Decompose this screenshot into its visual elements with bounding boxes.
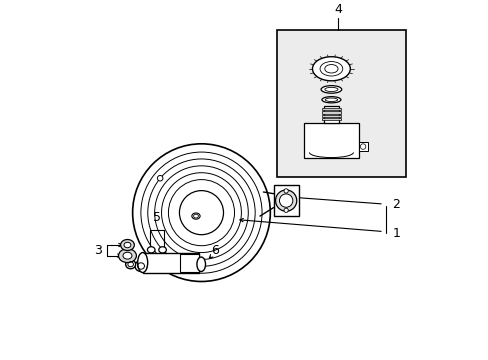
Ellipse shape <box>135 261 147 271</box>
Bar <box>322 111 340 113</box>
Ellipse shape <box>312 57 349 81</box>
Text: 6: 6 <box>211 244 219 257</box>
Ellipse shape <box>325 98 337 102</box>
Bar <box>277 30 406 176</box>
Text: 5: 5 <box>153 211 161 224</box>
Bar <box>142 253 199 273</box>
Text: 2: 2 <box>392 198 400 211</box>
Bar <box>303 123 358 158</box>
Circle shape <box>279 194 292 207</box>
Ellipse shape <box>324 87 337 91</box>
Ellipse shape <box>159 247 166 253</box>
Circle shape <box>275 190 296 211</box>
Ellipse shape <box>138 253 147 273</box>
Bar <box>273 185 298 216</box>
Bar <box>358 142 367 151</box>
Bar <box>323 106 338 123</box>
Circle shape <box>284 189 288 193</box>
Text: 3: 3 <box>94 244 102 257</box>
Bar <box>322 118 340 120</box>
Ellipse shape <box>121 239 134 251</box>
Ellipse shape <box>191 213 200 219</box>
Ellipse shape <box>124 242 131 248</box>
Circle shape <box>284 208 288 212</box>
Bar <box>179 253 199 271</box>
Text: 1: 1 <box>392 227 400 240</box>
Circle shape <box>157 175 163 181</box>
Bar <box>322 108 340 110</box>
Ellipse shape <box>321 86 341 93</box>
Ellipse shape <box>147 247 155 253</box>
Text: 4: 4 <box>334 4 342 17</box>
Ellipse shape <box>118 249 136 262</box>
Ellipse shape <box>321 96 340 103</box>
Ellipse shape <box>197 257 205 271</box>
Ellipse shape <box>125 260 135 269</box>
Bar <box>322 114 340 117</box>
Circle shape <box>360 144 365 149</box>
Ellipse shape <box>123 252 132 259</box>
